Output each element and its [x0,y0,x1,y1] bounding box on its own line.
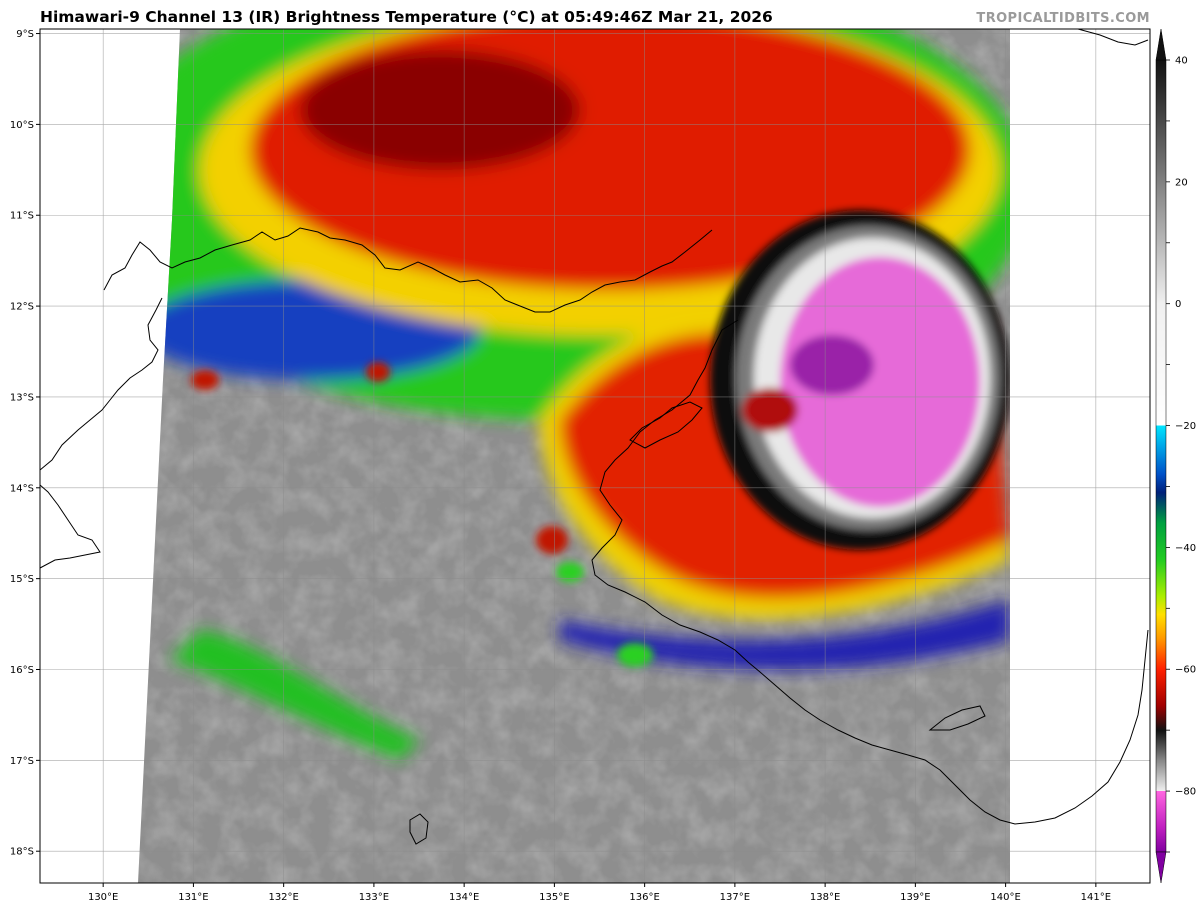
lon-tick-label: 130°E [88,892,118,903]
lon-tick-label: 138°E [810,892,840,903]
colorbar-tick-label: −40 [1175,543,1196,554]
colorbar-tick-label: −60 [1175,665,1196,676]
lon-tick-label: 135°E [539,892,569,903]
core-purple [790,335,874,395]
coastline-west [40,484,101,569]
map-title: Himawari-9 Channel 13 (IR) Brightness Te… [40,8,773,26]
cell-135e-south [556,562,584,582]
lat-tick-label: 18°S [10,847,34,858]
lat-tick-label: 12°S [10,302,34,313]
colorbar-tick-label: 40 [1175,56,1188,67]
lon-tick-label: 132°E [268,892,298,903]
lon-tick-label: 141°E [1081,892,1111,903]
coastline-island-south [409,813,429,845]
colorbar-tick-label: −80 [1175,787,1196,798]
colorbar-extend-top [1155,28,1167,61]
coastline-darwin [40,297,163,471]
lat-tick-label: 13°S [10,392,34,403]
coastline-arnhem-north [103,227,713,313]
lon-tick-label: 134°E [449,892,479,903]
colorbar-gradient [1155,59,1167,853]
coastlines [40,29,1149,845]
colorbar-extend-bottom [1155,851,1167,884]
colorbar: 40 20 0 −20 −40 −60 −80 [1155,28,1196,884]
latitude-ticks: 9°S 10°S 11°S 12°S 13°S 14°S 15°S 16°S 17°S 18°S [10,29,40,858]
coastline-cape-york [1077,29,1149,46]
lon-tick-label: 139°E [900,892,930,903]
colorbar-ticks: 40 20 0 −20 −40 −60 −80 [1166,56,1196,853]
coastline-gulf [591,319,1149,825]
outer-band-blue [560,600,1010,670]
satellite-imagery [138,29,1010,883]
lon-tick-label: 137°E [720,892,750,903]
lat-tick-label: 15°S [10,574,34,585]
lat-tick-label: 9°S [16,29,34,40]
longitude-ticks: 130°E 131°E 132°E 133°E 134°E 135°E 136°E 137°E… [88,883,1111,903]
lat-tick-label: 17°S [10,756,34,767]
cold-top-magenta [780,257,980,507]
colorbar-tick-label: 20 [1175,177,1188,188]
watermark: TROPICALTIDBITS.COM [976,11,1150,26]
cell-136e [617,643,653,667]
lon-tick-label: 140°E [990,892,1020,903]
coastline-mornington [928,705,986,731]
lat-tick-label: 11°S [10,211,34,222]
eye-notch [742,388,798,432]
lat-tick-label: 16°S [10,665,34,676]
cell-133e [366,362,390,382]
lat-tick-label: 14°S [10,483,34,494]
lat-tick-label: 10°S [10,120,34,131]
cell-135e [536,526,568,554]
plot-frame [39,28,1151,884]
colorbar-tick-label: −20 [1175,421,1196,432]
cell-131e [191,370,219,390]
gridlines [40,29,1150,883]
convection-dark-red [300,50,580,170]
southwest-band [170,630,420,760]
lon-tick-label: 136°E [629,892,659,903]
lon-tick-label: 133°E [359,892,389,903]
colorbar-tick-label: 0 [1175,299,1181,310]
coastline-groote [629,401,703,449]
lon-tick-label: 131°E [178,892,208,903]
